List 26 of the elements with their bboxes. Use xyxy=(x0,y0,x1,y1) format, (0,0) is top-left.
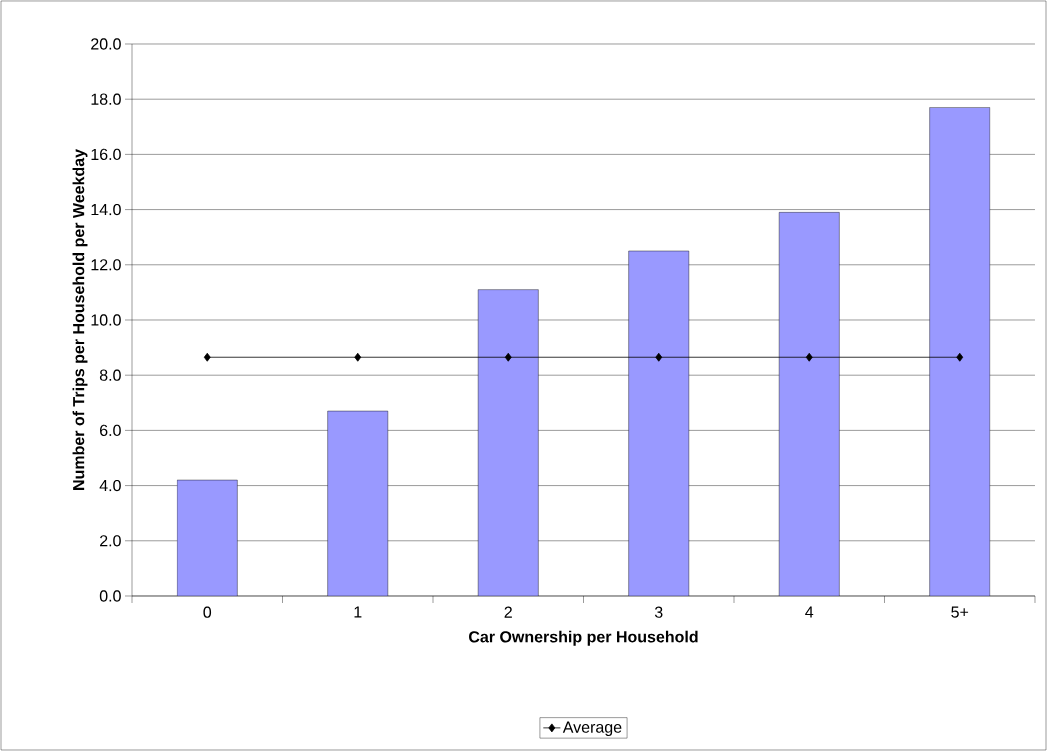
x-axis-title: Car Ownership per Household xyxy=(469,630,698,646)
legend-label: Average xyxy=(562,721,622,736)
x-tick-label: 3 xyxy=(654,606,663,618)
x-tick-label: 5+ xyxy=(951,606,969,618)
bar xyxy=(628,250,690,596)
y-tick-label: 14.0 xyxy=(91,203,121,216)
bar xyxy=(477,289,539,596)
bar xyxy=(327,410,389,596)
x-tick-label: 0 xyxy=(203,606,212,618)
y-tick-label: 18.0 xyxy=(91,93,121,105)
y-tick-label: 20.0 xyxy=(91,38,121,50)
y-tick-label: 12.0 xyxy=(91,259,121,271)
y-tick-label: 10.0 xyxy=(91,314,121,326)
y-tick-label: 2.0 xyxy=(100,535,121,547)
bar xyxy=(176,479,238,596)
bar xyxy=(778,212,840,596)
y-tick-label: 0.0 xyxy=(99,590,121,602)
y-tick-label: 4.0 xyxy=(99,479,121,492)
y-tick-label: 16.0 xyxy=(91,148,121,161)
x-tick-label: 2 xyxy=(504,606,512,618)
y-axis-title: Number of Trips per Household per Weekday xyxy=(72,149,88,490)
y-tick-label: 8.0 xyxy=(99,369,121,381)
y-tick-label: 6.0 xyxy=(100,424,121,437)
x-tick-label: 1 xyxy=(354,606,362,618)
bar xyxy=(929,107,991,596)
x-tick-label: 4 xyxy=(805,606,814,618)
